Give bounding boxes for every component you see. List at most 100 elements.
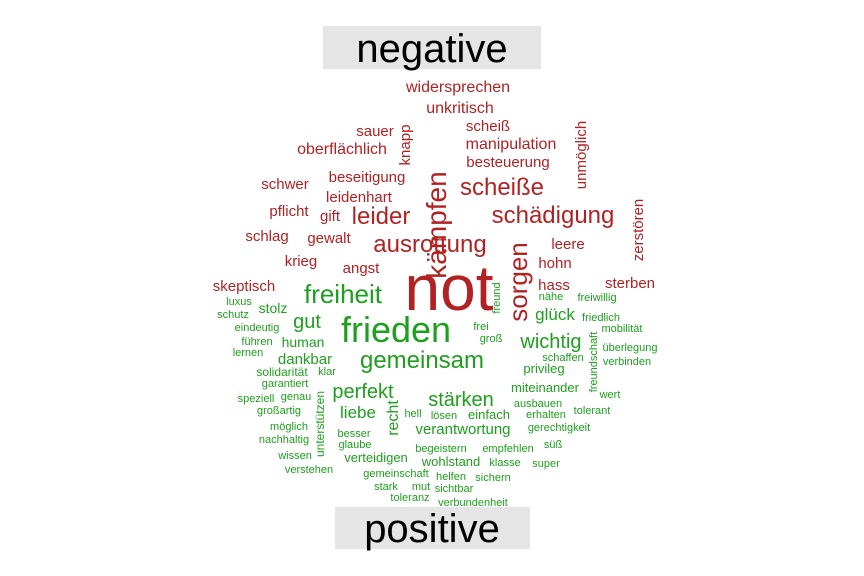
positive-word: dankbar — [278, 351, 332, 368]
negative-word: gewalt — [307, 230, 351, 247]
negative-word: zerstören — [630, 199, 647, 262]
positive-word: ausbauen — [514, 398, 562, 410]
positive-word: erhalten — [526, 409, 566, 421]
positive-label-background — [335, 507, 530, 549]
negative-word: sauer — [356, 123, 394, 140]
positive-word: möglich — [270, 421, 308, 433]
positive-word: schaffen — [542, 352, 583, 364]
positive-word: glück — [535, 305, 575, 324]
positive-word: speziell — [238, 393, 275, 405]
positive-word: sichtbar — [435, 483, 474, 495]
negative-word: gift — [320, 208, 341, 225]
positive-word: genau — [281, 391, 312, 403]
positive-word: tolerant — [574, 405, 611, 417]
negative-word: pflicht — [269, 203, 309, 220]
positive-word: nähe — [539, 291, 563, 303]
positive-word: frei — [473, 321, 488, 333]
positive-word: toleranz — [390, 492, 429, 504]
positive-word: mut — [412, 481, 430, 493]
negative-word: sterben — [605, 275, 655, 292]
positive-word: führen — [241, 336, 272, 348]
positive-word: großartig — [257, 405, 301, 417]
positive-word: wohlstand — [421, 454, 481, 469]
positive-word: verbinden — [603, 356, 651, 368]
negative-word: scheiße — [460, 174, 544, 201]
positive-word: freiheit — [304, 279, 383, 309]
positive-word: freiwillig — [577, 292, 616, 304]
positive-word: hell — [404, 408, 421, 420]
positive-word: wichtig — [519, 331, 581, 353]
positive-word: freund — [491, 282, 503, 313]
negative-word: widersprechen — [405, 79, 510, 96]
negative-word: schwer — [261, 176, 309, 193]
positive-word: klar — [318, 366, 336, 378]
positive-word: gerechtigkeit — [528, 422, 590, 434]
positive-word: stark — [374, 481, 398, 493]
positive-word: gemeinsam — [360, 347, 484, 374]
positive-word: miteinander — [511, 380, 580, 395]
positive-word: eindeutig — [235, 322, 280, 334]
negative-word: unmöglich — [573, 121, 590, 189]
positive-word: luxus — [226, 296, 252, 308]
negative-word: besteuerung — [466, 154, 549, 171]
positive-word: überlegung — [602, 342, 657, 354]
negative-word: unkritisch — [426, 100, 494, 117]
positive-word: perfekt — [332, 381, 394, 403]
positive-word: super — [532, 458, 560, 470]
positive-word: stolz — [259, 300, 288, 316]
positive-word: süß — [544, 439, 563, 451]
positive-word: glaube — [338, 439, 371, 451]
positive-word: gemeinschaft — [363, 468, 428, 480]
positive-word: wissen — [277, 450, 312, 462]
positive-word: friedlich — [582, 312, 620, 324]
positive-word: einfach — [468, 407, 510, 422]
negative-label-background — [323, 26, 541, 69]
positive-word: garantiert — [262, 378, 308, 390]
positive-word: liebe — [340, 403, 376, 422]
negative-word: beseitigung — [329, 169, 406, 186]
positive-word: unterstützen — [313, 391, 327, 457]
negative-word: scheiß — [466, 118, 510, 135]
negative-word: schädigung — [492, 202, 615, 229]
positive-word: wert — [599, 389, 621, 401]
positive-word: frieden — [341, 309, 451, 350]
negative-word: angst — [343, 260, 381, 277]
positive-word: nachhaltig — [259, 434, 309, 446]
positive-word: human — [282, 334, 325, 350]
positive-word: solidarität — [256, 365, 308, 379]
positive-word: mobilität — [602, 323, 643, 335]
positive-word: stärken — [428, 389, 494, 411]
positive-word: gut — [293, 311, 321, 333]
negative-word: sorgen — [503, 242, 533, 322]
positive-word: verstehen — [285, 464, 333, 476]
negative-word: oberflächlich — [297, 141, 387, 158]
negative-word: hohn — [538, 255, 571, 272]
negative-word: leidenhart — [326, 189, 393, 206]
negative-word: kämpfen — [421, 171, 452, 278]
positive-word: helfen — [436, 471, 466, 483]
positive-word: recht — [385, 400, 402, 436]
negative-word: leider — [352, 203, 411, 230]
negative-word: ausrottung — [373, 231, 486, 258]
negative-word: schlag — [245, 228, 288, 245]
negative-word: skeptisch — [213, 278, 276, 295]
positive-word: freundschaft — [588, 332, 600, 393]
negative-word: hass — [538, 277, 570, 294]
negative-group-label: negative — [356, 27, 507, 71]
positive-word: lernen — [233, 347, 264, 359]
positive-word: klasse — [489, 457, 520, 469]
positive-word: groß — [480, 333, 503, 345]
positive-word: privileg — [523, 361, 564, 376]
negative-word: manipulation — [466, 136, 557, 153]
positive-word: begeistern — [415, 443, 466, 455]
positive-word: schutz — [217, 309, 249, 321]
negative-word: not — [405, 252, 494, 324]
negative-word: leere — [551, 236, 584, 253]
positive-word: verbundenheit — [438, 497, 508, 509]
positive-group-label: positive — [364, 507, 500, 551]
positive-word: lösen — [431, 410, 457, 422]
negative-word: knapp — [397, 125, 414, 166]
positive-word: empfehlen — [482, 443, 533, 455]
